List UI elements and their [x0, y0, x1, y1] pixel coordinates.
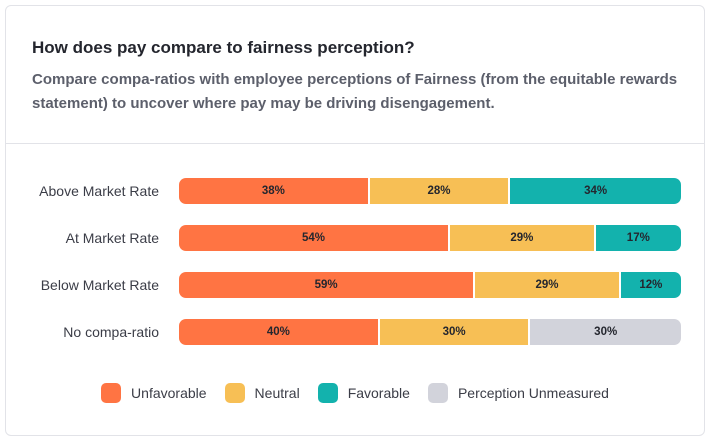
bar-segment-perception-unmeasured[interactable]: 30%	[530, 319, 681, 345]
stacked-bar-chart: Above Market Rate 38% 28% 34% At Market Rate…	[6, 144, 704, 435]
legend-item[interactable]: Neutral	[224, 383, 300, 403]
bar-segment-neutral[interactable]: 30%	[379, 319, 531, 345]
legend-swatch	[317, 383, 338, 403]
legend-swatch	[101, 383, 122, 403]
bar-segment-neutral[interactable]: 29%	[475, 272, 621, 298]
bar-segment-unfavorable[interactable]: 54%	[179, 225, 451, 251]
legend-item[interactable]: Perception Unmeasured	[427, 383, 609, 403]
bar-row: No compa-ratio 40% 30% 30%	[6, 319, 704, 345]
header-divider	[6, 143, 704, 144]
bar-segment-unfavorable[interactable]: 40%	[179, 319, 380, 345]
legend-swatch	[427, 383, 448, 403]
bar-segment-favorable[interactable]: 17%	[595, 225, 681, 251]
chart-card: How does pay compare to fairness percept…	[5, 5, 705, 436]
stacked-bar: 59% 29% 12%	[179, 272, 681, 298]
bar-row: Below Market Rate 59% 29% 12%	[6, 272, 704, 298]
bar-row: Above Market Rate 38% 28% 34%	[6, 178, 704, 204]
chart-header: How does pay compare to fairness percept…	[6, 6, 704, 143]
chart-legend: Unfavorable Neutral Favorable Perception Un…	[6, 383, 704, 403]
stacked-bar: 38% 28% 34%	[179, 178, 681, 204]
chart-subtitle: Compare compa-ratios with employee perce…	[32, 71, 678, 112]
bar-segment-favorable[interactable]: 34%	[510, 178, 681, 204]
category-label: At Market Rate	[65, 230, 159, 246]
category-label: Below Market Rate	[40, 277, 159, 293]
bar-segment-unfavorable[interactable]: 59%	[179, 272, 476, 298]
bar-segment-unfavorable[interactable]: 38%	[179, 178, 370, 204]
legend-label: Unfavorable	[131, 385, 207, 401]
legend-item[interactable]: Favorable	[317, 383, 410, 403]
legend-item[interactable]: Unfavorable	[101, 383, 207, 403]
stacked-bar: 54% 29% 17%	[179, 225, 681, 251]
category-label: No compa-ratio	[63, 324, 159, 340]
legend-label: Perception Unmeasured	[457, 385, 609, 401]
bar-segment-favorable[interactable]: 12%	[620, 272, 681, 298]
stacked-bar: 40% 30% 30%	[179, 319, 681, 345]
bar-segment-neutral[interactable]: 29%	[450, 225, 596, 251]
chart-title: How does pay compare to fairness percept…	[32, 38, 415, 57]
bar-segment-neutral[interactable]: 28%	[369, 178, 511, 204]
legend-label: Neutral	[254, 385, 300, 401]
legend-label: Favorable	[347, 385, 410, 401]
bar-row: At Market Rate 54% 29% 17%	[6, 225, 704, 251]
legend-swatch	[224, 383, 245, 403]
category-label: Above Market Rate	[39, 183, 159, 199]
